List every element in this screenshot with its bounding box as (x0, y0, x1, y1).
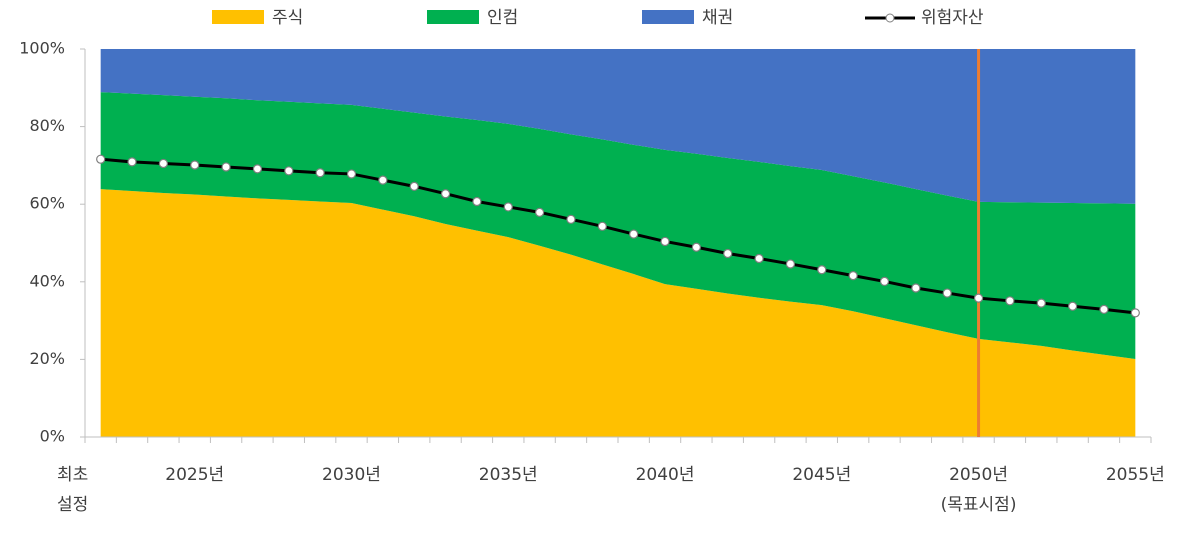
risk-point (190, 160, 200, 170)
risk-point (1130, 308, 1140, 318)
x-tick-label: 2025년 (165, 465, 225, 485)
risk-point (597, 221, 607, 231)
x-tick-label: 2055년 (1105, 465, 1165, 485)
risk-point (158, 158, 168, 169)
risk-point (723, 248, 733, 259)
x-tick-label: 2045년 (792, 465, 852, 485)
y-tick-label: 0% (40, 427, 65, 446)
risk-point (1036, 298, 1046, 308)
y-tick-label: 20% (29, 349, 65, 368)
risk-point (754, 253, 764, 264)
area (100, 49, 1136, 204)
area (100, 92, 1136, 360)
risk-point (284, 166, 294, 176)
risk-point (566, 214, 576, 224)
risk-point (691, 242, 701, 252)
risk-point (252, 164, 263, 174)
legend-swatch (427, 10, 479, 24)
risk-point (1005, 296, 1015, 306)
risk-point (848, 270, 858, 281)
risk-point (1068, 301, 1078, 311)
risk-point (535, 207, 545, 217)
risk-line (100, 157, 1136, 315)
risk-point (96, 154, 106, 164)
risk-point (503, 202, 513, 212)
risk-point (911, 283, 921, 293)
risk-point (378, 175, 388, 185)
legend-label: 주식 (272, 8, 303, 28)
x-tick-label: 2035년 (478, 465, 538, 485)
risk-point (346, 169, 357, 179)
x-tick-label: 2050년 (949, 465, 1008, 485)
x-tick-label: 2030년 (322, 465, 381, 485)
legend-marker (885, 13, 895, 23)
target-label: (목표시점) (940, 495, 1017, 515)
risk-point (942, 288, 952, 298)
legend-label: 위험자산 (921, 8, 984, 28)
x-tick-label: 최초 설정 (57, 465, 89, 515)
risk-point (127, 157, 137, 167)
legend-swatch (642, 10, 694, 24)
y-tick-label: 60% (29, 194, 65, 213)
risk-point (472, 196, 482, 207)
risk-point (440, 189, 451, 199)
risk-point (1099, 304, 1109, 314)
risk-point (315, 168, 325, 178)
risk-point (973, 293, 984, 303)
legend-label: 인컴 (487, 8, 518, 28)
legend-label: 채권 (702, 8, 733, 28)
risk-point (817, 265, 827, 275)
risk-point (629, 229, 639, 239)
risk-point (409, 181, 419, 191)
risk-point (785, 259, 796, 269)
y-tick-label: 100% (19, 39, 65, 58)
area (100, 189, 1136, 437)
risk-point (879, 276, 890, 287)
y-tick-label: 80% (29, 116, 65, 135)
legend-swatch (212, 10, 264, 24)
y-tick-label: 40% (29, 271, 65, 290)
risk-point (660, 236, 670, 247)
x-tick-label: 2040년 (635, 465, 695, 485)
risk-point (221, 162, 231, 172)
